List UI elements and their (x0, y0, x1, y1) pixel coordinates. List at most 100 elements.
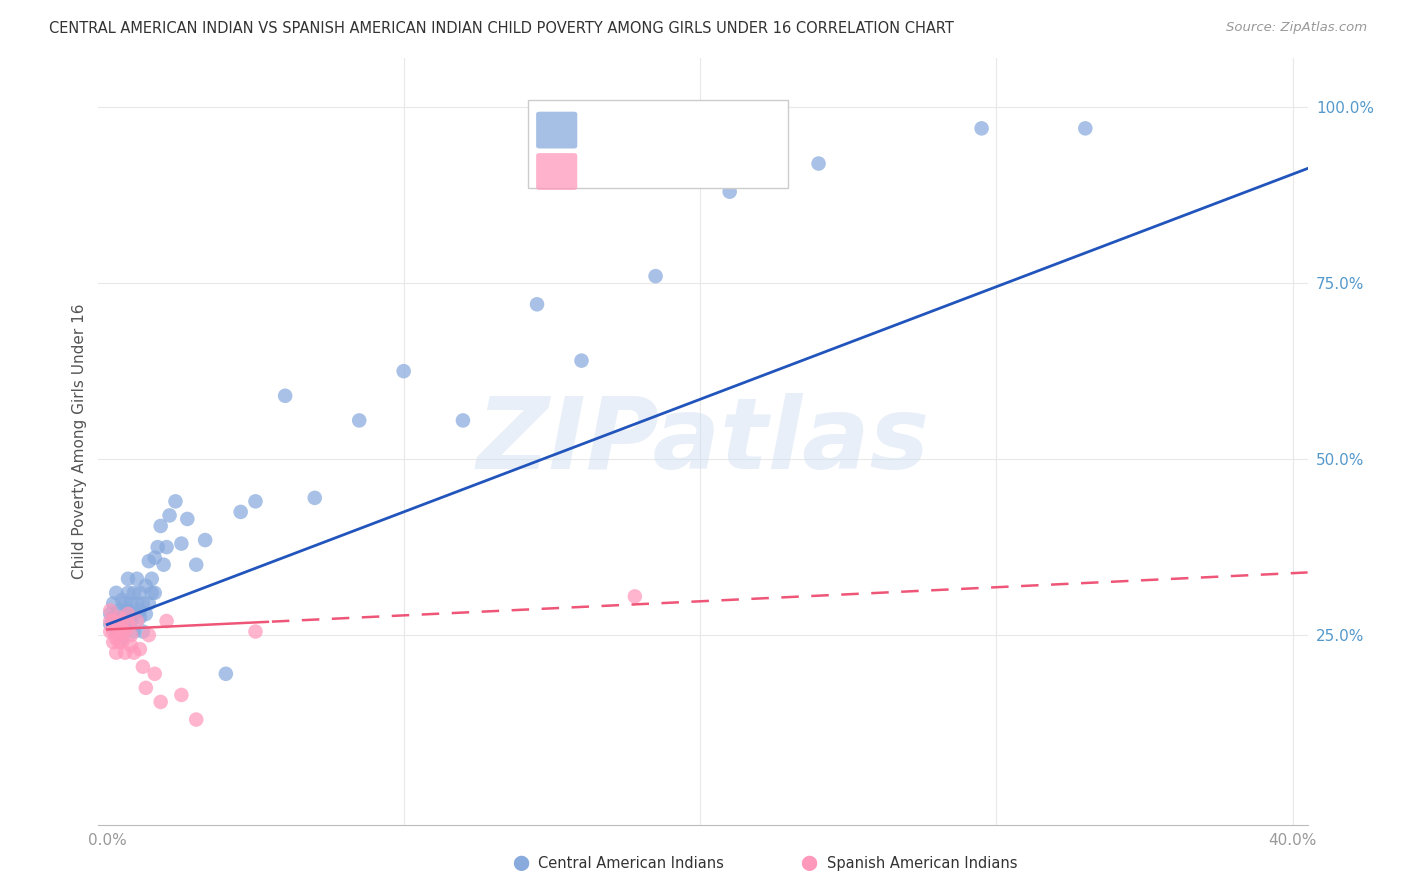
Point (135, 607, 157, 621)
Point (135, 579, 157, 593)
Point (274, 389, 297, 403)
Point (245, 494, 267, 508)
Point (718, 185, 741, 199)
Point (571, 353, 593, 368)
Point (120, 628, 142, 642)
Point (98, 603, 121, 617)
Point (526, 297, 548, 311)
Point (111, 614, 134, 628)
Point (111, 635, 134, 649)
Point (98, 614, 121, 628)
Text: ZIPatlas: ZIPatlas (477, 393, 929, 490)
Point (111, 624, 134, 639)
Point (229, 505, 252, 519)
Point (108, 614, 131, 628)
Point (129, 642, 152, 657)
Text: CENTRAL AMERICAN INDIAN VS SPANISH AMERICAN INDIAN CHILD POVERTY AMONG GIRLS UND: CENTRAL AMERICAN INDIAN VS SPANISH AMERI… (49, 21, 955, 36)
Point (114, 624, 136, 639)
Point (103, 624, 125, 639)
Text: ⬤: ⬤ (800, 855, 817, 871)
Point (392, 364, 415, 378)
Point (125, 614, 148, 628)
Point (143, 586, 166, 600)
Point (120, 639, 142, 653)
Point (170, 536, 193, 550)
Point (141, 586, 163, 600)
Point (304, 491, 326, 505)
Point (125, 596, 148, 610)
Point (149, 695, 172, 709)
Point (138, 596, 160, 610)
Point (120, 596, 142, 610)
Text: R = 0.687   N = 62: R = 0.687 N = 62 (586, 121, 765, 139)
Point (105, 632, 128, 646)
Point (114, 603, 136, 617)
Point (347, 413, 370, 427)
Point (132, 624, 155, 639)
Point (155, 540, 177, 554)
Text: Spanish American Indians: Spanish American Indians (827, 856, 1017, 871)
Point (103, 635, 125, 649)
Point (117, 617, 139, 632)
Point (105, 624, 128, 639)
Point (114, 646, 136, 660)
Point (170, 688, 193, 702)
Point (245, 624, 267, 639)
Point (98, 624, 121, 639)
Point (176, 512, 198, 526)
Point (970, 121, 993, 136)
Point (146, 540, 169, 554)
Point (129, 586, 152, 600)
Point (143, 550, 166, 565)
Point (186, 713, 208, 727)
Point (1074, 121, 1097, 136)
Text: Central American Indians: Central American Indians (538, 856, 724, 871)
Point (117, 586, 139, 600)
Point (138, 554, 160, 568)
Point (186, 558, 208, 572)
Text: Source: ZipAtlas.com: Source: ZipAtlas.com (1226, 21, 1367, 34)
FancyBboxPatch shape (527, 100, 787, 188)
Y-axis label: Child Poverty Among Girls Under 16: Child Poverty Among Girls Under 16 (72, 304, 87, 579)
Point (122, 646, 145, 660)
Text: R = 0.031   N = 33: R = 0.031 N = 33 (586, 162, 763, 180)
Point (135, 681, 157, 695)
Point (105, 586, 128, 600)
Point (141, 572, 163, 586)
Point (155, 614, 177, 628)
Point (117, 603, 139, 617)
Point (138, 628, 160, 642)
Text: ⬤: ⬤ (512, 855, 529, 871)
FancyBboxPatch shape (536, 153, 578, 190)
Point (117, 607, 139, 621)
Point (122, 586, 145, 600)
Point (98, 617, 121, 632)
Point (644, 269, 666, 284)
Point (132, 596, 155, 610)
Point (165, 494, 187, 508)
Point (129, 610, 152, 624)
Point (143, 666, 166, 681)
Point (111, 632, 134, 646)
Point (111, 621, 134, 635)
Point (132, 659, 155, 673)
Point (152, 558, 174, 572)
Point (215, 666, 238, 681)
Point (807, 156, 830, 170)
Point (114, 614, 136, 628)
Point (98, 607, 121, 621)
Point (103, 610, 125, 624)
Point (105, 646, 128, 660)
Point (122, 624, 145, 639)
FancyBboxPatch shape (536, 112, 578, 148)
Point (103, 614, 125, 628)
Point (117, 572, 139, 586)
Point (120, 614, 142, 628)
Point (624, 590, 647, 604)
Point (194, 533, 217, 547)
Point (451, 413, 474, 427)
Point (108, 621, 131, 635)
Point (108, 635, 131, 649)
Point (125, 572, 148, 586)
Point (159, 508, 181, 523)
